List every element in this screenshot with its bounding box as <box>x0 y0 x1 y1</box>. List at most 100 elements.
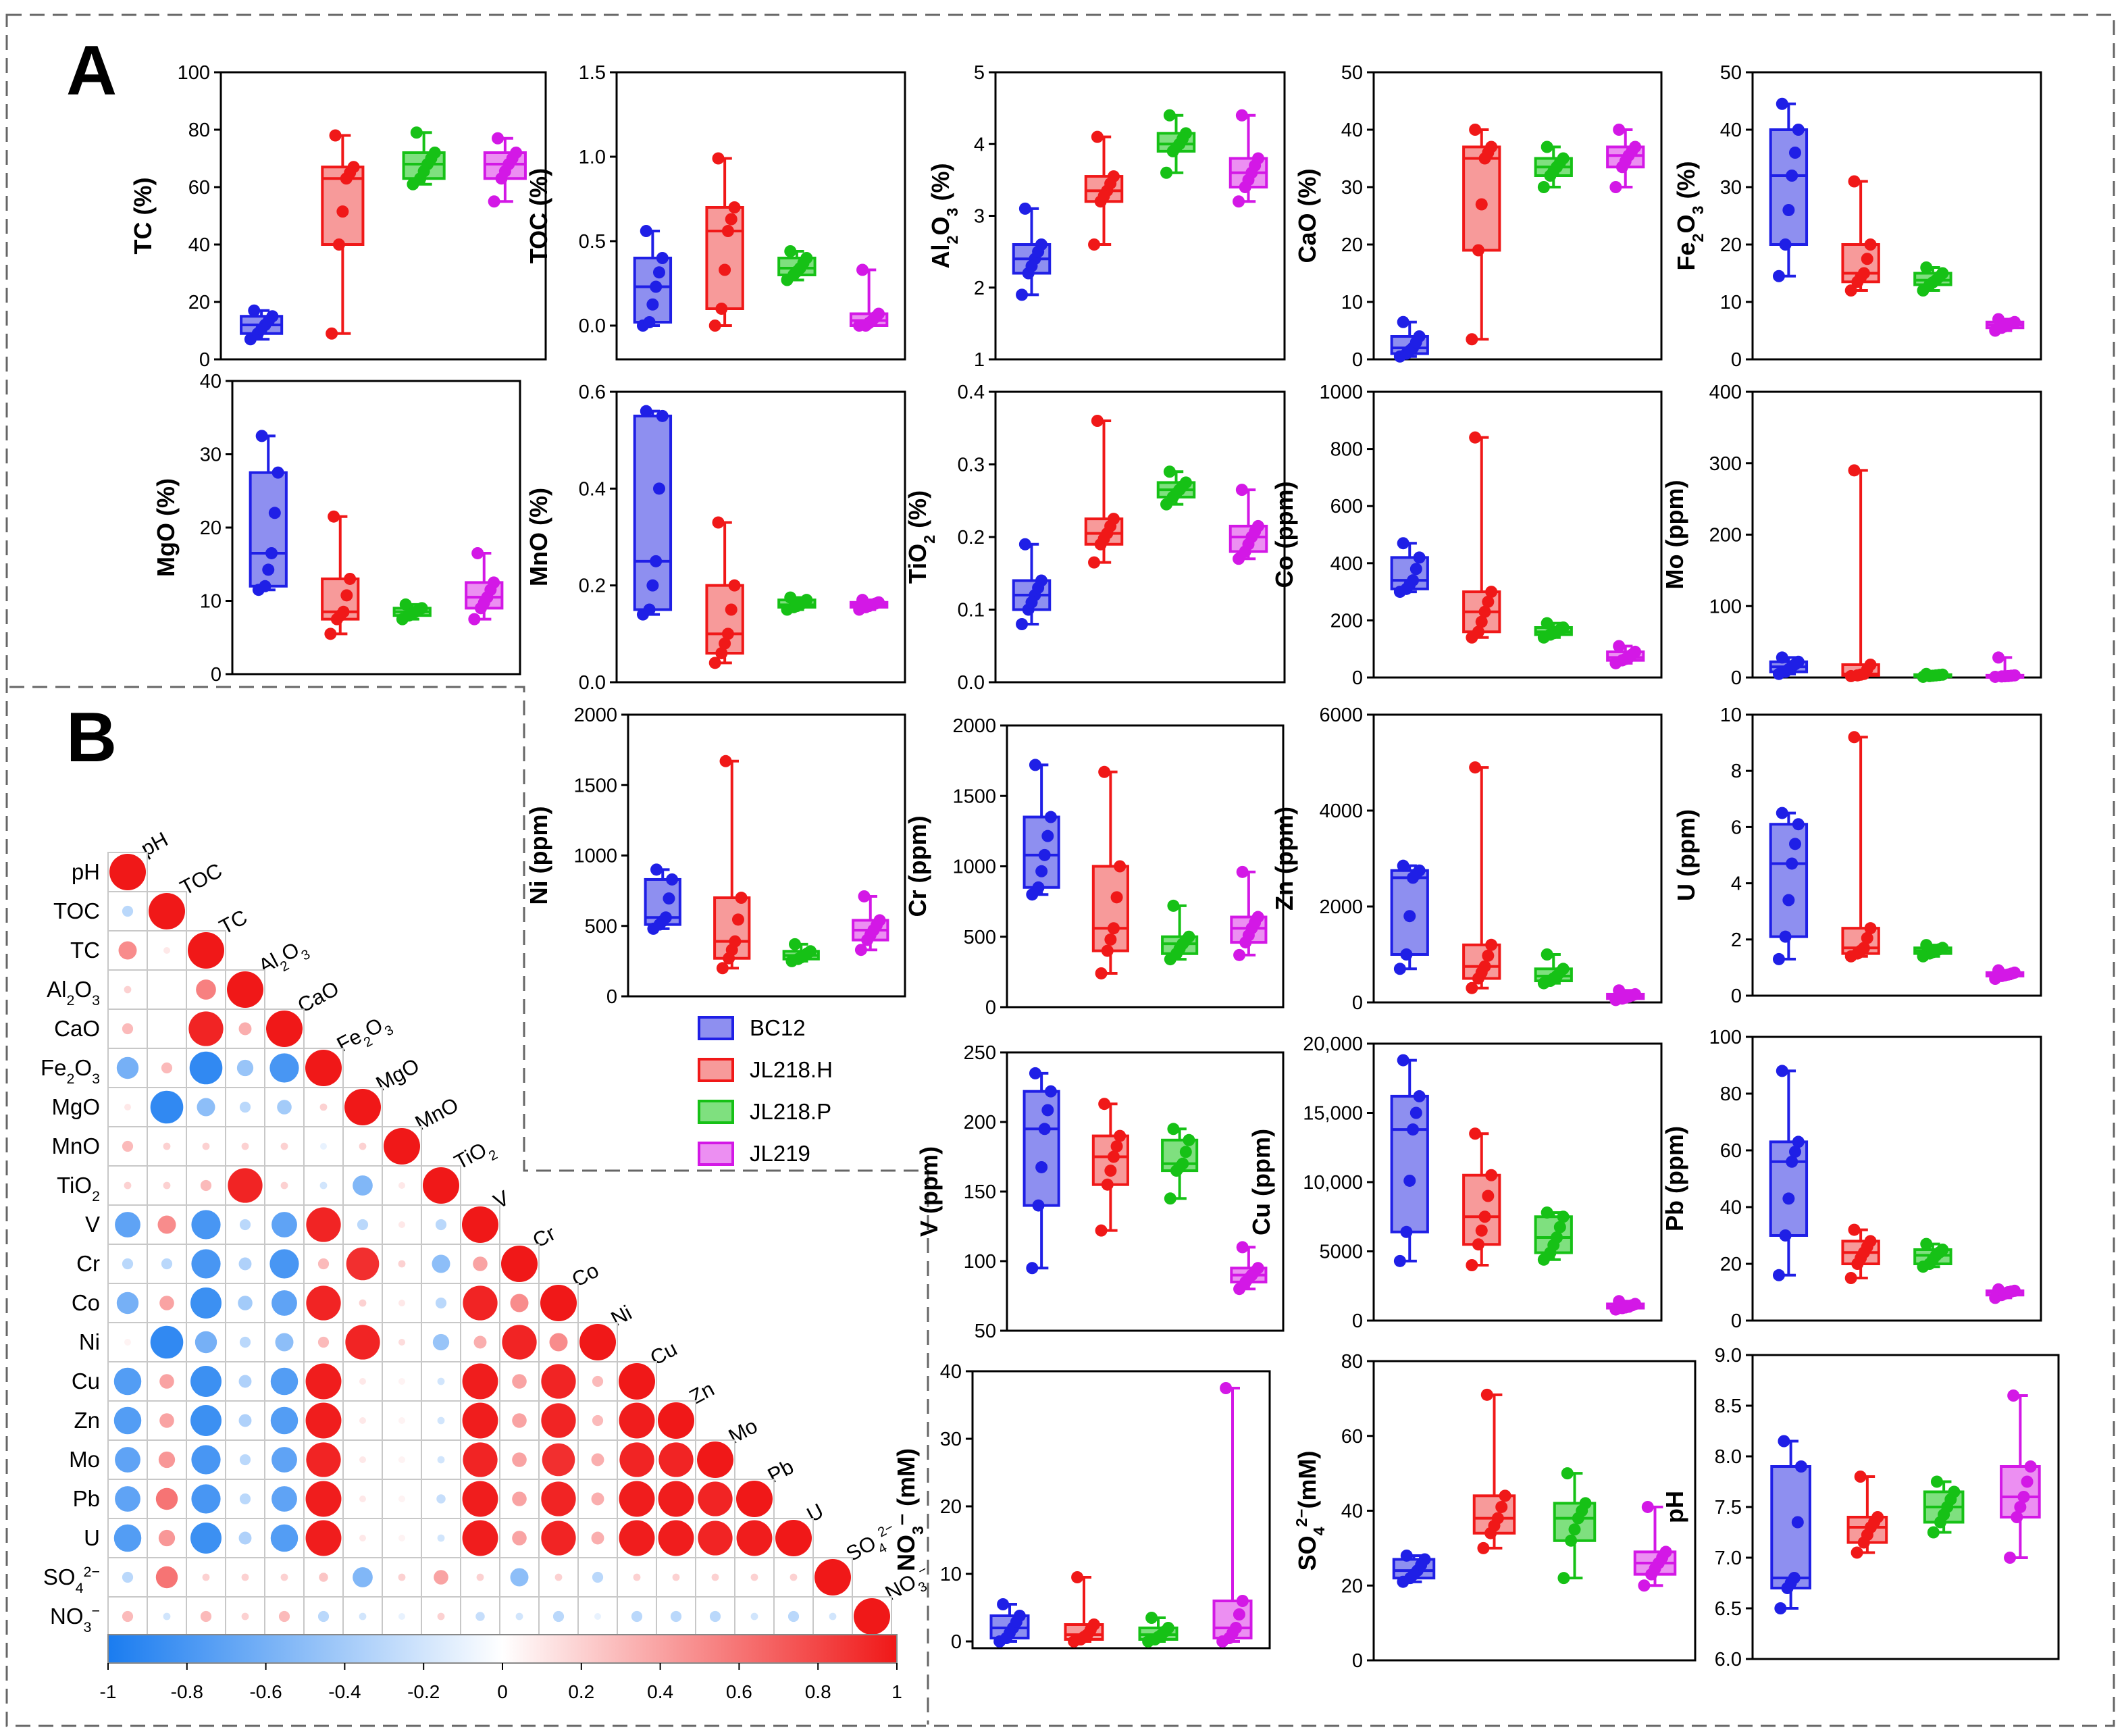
row-label: NO3− <box>50 1603 100 1635</box>
heatmap-circle <box>672 1573 680 1581</box>
y-tick-label: 0.0 <box>579 315 606 337</box>
heatmap-circle <box>305 1363 342 1400</box>
heatmap-circle <box>512 1452 527 1467</box>
data-point <box>1409 336 1422 349</box>
row-label-part-2: 2− <box>84 1564 100 1580</box>
heatmap-circle <box>238 1414 252 1427</box>
y-axis-label-part-0: TiO <box>904 544 931 584</box>
heatmap-circle <box>633 1573 641 1581</box>
data-point <box>797 596 810 609</box>
heatmap-circle <box>241 1573 249 1581</box>
heatmap-circle <box>437 1416 445 1425</box>
data-point <box>1547 1239 1560 1252</box>
data-point <box>340 589 353 602</box>
row-label-part-0: Ni <box>79 1329 100 1354</box>
y-tick-label: 6000 <box>1319 705 1363 726</box>
data-point <box>1167 899 1180 912</box>
data-point <box>1469 761 1482 774</box>
y-tick-label: 2 <box>974 278 985 299</box>
data-point <box>1541 141 1553 153</box>
y-tick-label: 50 <box>1720 62 1742 84</box>
y-tick-label: 10 <box>1720 292 1742 313</box>
y-tick-label: 100 <box>178 62 210 84</box>
data-point <box>1848 731 1861 744</box>
y-axis-label-part-0: Mo (ppm) <box>1661 480 1688 590</box>
box-BC12 <box>1769 807 1809 965</box>
data-point <box>1469 124 1482 136</box>
y-axis-label-part-0: TOC (%) <box>525 168 552 263</box>
row-label-part-3: 3 <box>92 1071 100 1087</box>
y-axis-label-part-0: Fe <box>1672 242 1700 271</box>
y-tick-label: 0 <box>1731 349 1742 371</box>
heatmap-circle <box>423 1167 459 1204</box>
heatmap-circle <box>306 1207 341 1242</box>
data-point <box>1242 929 1255 942</box>
y-tick-label: 100 <box>964 1251 996 1273</box>
data-point <box>663 892 675 905</box>
y-tick-label: 0 <box>199 349 210 371</box>
y-tick-label: 0 <box>211 664 222 686</box>
data-point <box>1779 238 1792 251</box>
box-JL219 <box>1606 640 1645 669</box>
heatmap-circle <box>238 1022 252 1036</box>
data-point <box>1541 1206 1553 1219</box>
heatmap-circle <box>238 1375 252 1388</box>
y-tick-label: 40 <box>1341 1501 1363 1523</box>
data-point <box>1466 981 1478 994</box>
data-point <box>1638 1579 1651 1592</box>
dashed-frames <box>5 14 2115 1727</box>
heatmap-circle <box>266 1011 303 1047</box>
heatmap-circle <box>398 1300 405 1306</box>
heatmap-circle <box>155 1487 178 1510</box>
data-point <box>2014 1501 2027 1513</box>
legend-swatch <box>698 1100 734 1124</box>
data-point <box>1016 288 1029 301</box>
y-axis-label: Pb (ppm) <box>1661 1126 1688 1231</box>
heatmap-circle <box>437 1612 445 1620</box>
y-tick-label: 30 <box>200 444 222 466</box>
box-BC12 <box>249 430 288 596</box>
data-point <box>1854 1471 1867 1483</box>
legend-item-BC12: BC12 <box>698 1015 806 1040</box>
box-JL219 <box>1212 1382 1253 1648</box>
data-point <box>336 205 349 218</box>
box-JL219 <box>849 263 889 332</box>
box-JL219 <box>1228 484 1268 565</box>
data-point <box>1236 865 1249 878</box>
data-point <box>719 637 731 650</box>
plot-frame <box>971 1370 1271 1650</box>
data-point <box>1160 166 1173 179</box>
data-point <box>1772 270 1785 282</box>
heatmap-circle <box>398 1221 405 1228</box>
data-point <box>1415 1558 1428 1571</box>
y-axis-label-part-0: Pb (ppm) <box>1661 1126 1688 1231</box>
data-point <box>1475 198 1488 211</box>
heatmap-circle <box>462 1206 498 1243</box>
data-point <box>1397 859 1409 872</box>
data-point <box>864 929 877 942</box>
y-axis-label: Zn (ppm) <box>1270 807 1298 911</box>
data-point <box>790 265 803 278</box>
heatmap-circle <box>277 1100 292 1115</box>
data-point <box>1626 1299 1638 1312</box>
y-axis-label-part-1: 3 <box>909 1526 927 1535</box>
data-point <box>1784 1577 1797 1589</box>
data-point <box>650 863 663 876</box>
heatmap-circle <box>280 1142 288 1150</box>
data-point <box>1145 1612 1158 1624</box>
heatmap-circle <box>437 1534 445 1542</box>
box-JL218.H <box>1462 761 1501 994</box>
colorbar-tick-label: 0.6 <box>726 1681 752 1702</box>
heatmap-circle <box>619 1402 655 1439</box>
y-tick-label: 0 <box>1352 992 1363 1014</box>
data-point <box>1091 415 1104 427</box>
data-point <box>1547 165 1560 178</box>
data-point <box>1776 651 1788 664</box>
data-point <box>1163 109 1176 122</box>
data-point <box>1038 1123 1051 1135</box>
heatmap-circle <box>698 1481 733 1516</box>
data-point <box>412 604 425 617</box>
heatmap-circle <box>122 1258 134 1270</box>
data-point <box>1032 881 1045 894</box>
row-label-part-0: Mo <box>69 1447 100 1472</box>
